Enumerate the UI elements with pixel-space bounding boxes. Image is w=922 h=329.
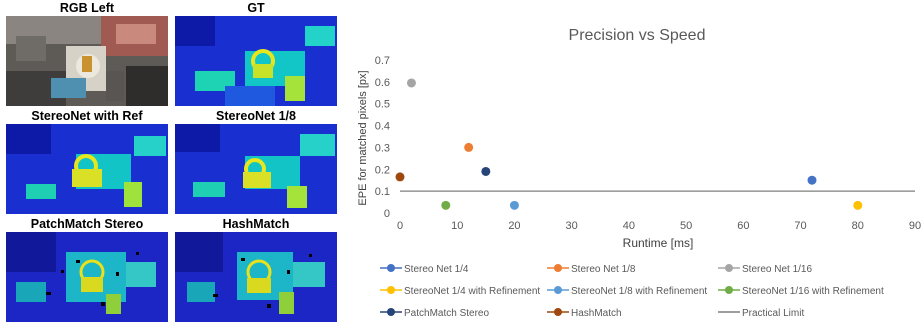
data-point: [441, 200, 451, 210]
data-point: [481, 166, 491, 176]
panel-gt: GT: [171, 0, 341, 108]
legend-label: Practical Limit: [742, 308, 804, 319]
legend-label: StereoNet 1/8 with Refinement: [571, 286, 707, 297]
legend-label: StereoNet 1/16 with Refinement: [742, 286, 884, 297]
legend-marker-swatch: [725, 286, 733, 294]
legend-item: Stereo Net 1/8: [547, 264, 636, 275]
panel-title: StereoNet with Ref: [31, 109, 143, 123]
y-tick-label: 0.4: [375, 121, 390, 133]
chart-svg: Precision vs Speed EPE for matched pixel…: [357, 27, 921, 319]
rgb-left-image: [6, 16, 168, 106]
axes: 0 10 20 30 40 50 60 70 80 90 0 0.1 0.2 0.3 0.4 0.5 0.6 0.…: [375, 55, 921, 232]
data-point: [406, 78, 416, 88]
patchmatch-depth-image: [6, 232, 168, 322]
legend-marker-swatch: [725, 264, 733, 272]
legend-label: Stereo Net 1/4: [404, 264, 469, 275]
legend-marker-swatch: [387, 286, 395, 294]
data-point: [464, 142, 474, 152]
hashmatch-depth-image: [175, 232, 337, 322]
y-tick-label: 0: [384, 208, 390, 220]
legend-item: Practical Limit: [718, 308, 804, 319]
stereonet-ref-depth-image: [6, 124, 168, 214]
x-tick-label: 0: [397, 220, 403, 232]
legend-label: Stereo Net 1/8: [571, 264, 636, 275]
legend: Stereo Net 1/4 Stereo Net 1/8 Stereo Net 1…: [380, 264, 884, 319]
legend-label: StereoNet 1/4 with Refinement: [404, 286, 540, 297]
panel-title: StereoNet 1/8: [216, 109, 296, 123]
legend-marker-swatch: [387, 308, 395, 316]
legend-marker-swatch: [554, 286, 562, 294]
panel-patchmatch: PatchMatch Stereo: [2, 216, 172, 324]
y-tick-label: 0.5: [375, 99, 390, 111]
legend-item: PatchMatch Stereo: [380, 308, 489, 319]
panel-stereonet-ref: StereoNet with Ref: [2, 108, 172, 216]
panel-title: GT: [247, 1, 265, 15]
data-point: [853, 200, 863, 210]
legend-item: HashMatch: [547, 308, 622, 319]
chart-title: Precision vs Speed: [569, 27, 706, 44]
legend-marker-swatch: [554, 308, 562, 316]
plot-area: [395, 78, 915, 210]
legend-item: StereoNet 1/16 with Refinement: [718, 286, 884, 297]
x-tick-label: 90: [909, 220, 921, 232]
legend-item: StereoNet 1/8 with Refinement: [547, 286, 707, 297]
legend-marker-swatch: [554, 264, 562, 272]
legend-item: Stereo Net 1/4: [380, 264, 469, 275]
x-tick-label: 50: [680, 220, 692, 232]
legend-label: PatchMatch Stereo: [404, 308, 489, 319]
legend-item: StereoNet 1/4 with Refinement: [380, 286, 540, 297]
x-tick-label: 30: [566, 220, 578, 232]
y-tick-label: 0.1: [375, 186, 390, 198]
panel-rgb-left: RGB Left: [2, 0, 172, 108]
x-axis-label: Runtime [ms]: [623, 236, 694, 250]
y-tick-label: 0.2: [375, 164, 390, 176]
data-point: [807, 175, 817, 185]
legend-label: Stereo Net 1/16: [742, 264, 812, 275]
y-tick-label: 0.3: [375, 142, 390, 154]
qualitative-panels: RGB Left GT: [0, 0, 350, 324]
panel-hashmatch: HashMatch: [171, 216, 341, 324]
y-tick-label: 0.7: [375, 55, 390, 67]
x-tick-label: 60: [737, 220, 749, 232]
y-tick-label: 0.6: [375, 77, 390, 89]
x-tick-label: 80: [852, 220, 864, 232]
x-tick-label: 40: [623, 220, 635, 232]
precision-vs-speed-chart: Precision vs Speed EPE for matched pixel…: [350, 0, 922, 324]
panel-title: HashMatch: [222, 217, 290, 231]
data-point: [395, 172, 405, 182]
x-tick-label: 20: [508, 220, 520, 232]
legend-marker-swatch: [387, 264, 395, 272]
panel-title: RGB Left: [59, 1, 115, 15]
gt-depth-image: [175, 16, 337, 106]
y-axis-label: EPE for matched pixels [px]: [357, 70, 369, 205]
legend-item: Stereo Net 1/16: [718, 264, 812, 275]
panel-title: PatchMatch Stereo: [30, 217, 144, 231]
stereonet-1-8-depth-image: [175, 124, 337, 214]
x-tick-label: 10: [451, 220, 463, 232]
x-tick-label: 70: [794, 220, 806, 232]
data-point: [509, 200, 519, 210]
panel-stereonet-1-8: StereoNet 1/8: [171, 108, 341, 216]
legend-label: HashMatch: [571, 308, 622, 319]
